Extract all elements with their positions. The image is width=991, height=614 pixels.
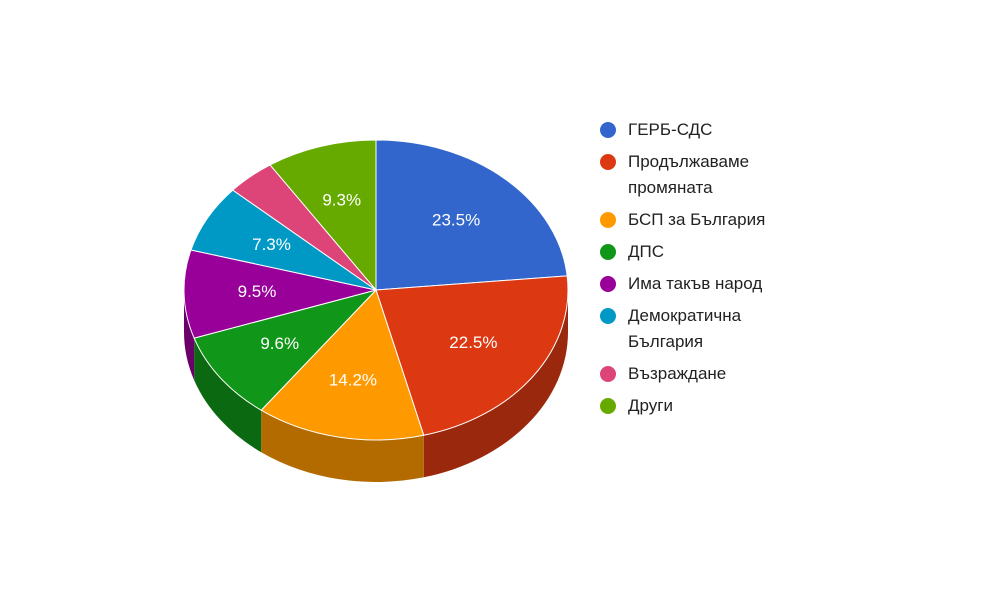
legend-item: ДПС xyxy=(600,239,798,265)
slice-label: 22.5% xyxy=(449,333,497,352)
legend-item: Има такъв народ xyxy=(600,271,798,297)
legend-label: БСП за България xyxy=(628,210,766,229)
slice xyxy=(375,139,568,291)
legend-item: Демократична България xyxy=(600,303,798,355)
legend-label: Демократична България xyxy=(628,306,742,351)
legend: ГЕРБ-СДС Продължаваме промяната БСП за Бъл… xyxy=(600,117,790,425)
legend-marker xyxy=(600,212,616,228)
legend-item: Продължаваме промяната xyxy=(600,149,798,201)
legend-label: Възраждане xyxy=(628,364,727,383)
legend-label: Има такъв народ xyxy=(628,274,763,293)
legend-item: Други xyxy=(600,393,798,419)
slice-side xyxy=(261,410,424,482)
slice xyxy=(375,275,569,436)
slice-side xyxy=(423,290,568,478)
legend-label: ГЕРБ-СДС xyxy=(628,120,713,139)
legend-label: Други xyxy=(628,396,673,415)
slice-label: 14.2% xyxy=(329,371,377,390)
slice-side xyxy=(184,290,195,381)
legend-marker xyxy=(600,122,616,138)
slice xyxy=(183,249,377,339)
legend-marker xyxy=(600,244,616,260)
legend-item: БСП за България xyxy=(600,207,798,233)
legend-marker xyxy=(600,154,616,170)
slice-label: 7.3% xyxy=(252,235,291,254)
legend-item: Възраждане xyxy=(600,361,798,387)
slice-label: 9.5% xyxy=(238,282,277,301)
legend-label: Продължаваме промяната xyxy=(628,152,750,197)
legend-item: ГЕРБ-СДС xyxy=(600,117,798,143)
slice xyxy=(193,289,378,411)
legend-marker xyxy=(600,276,616,292)
legend-marker xyxy=(600,398,616,414)
slice-label: 23.5% xyxy=(432,211,480,230)
legend-marker xyxy=(600,366,616,382)
slice-label: 9.6% xyxy=(260,334,299,353)
slice xyxy=(260,289,425,441)
slice xyxy=(269,139,377,292)
legend-label: ДПС xyxy=(628,242,665,261)
slice-label: 9.3% xyxy=(322,190,361,209)
legend-marker xyxy=(600,308,616,324)
